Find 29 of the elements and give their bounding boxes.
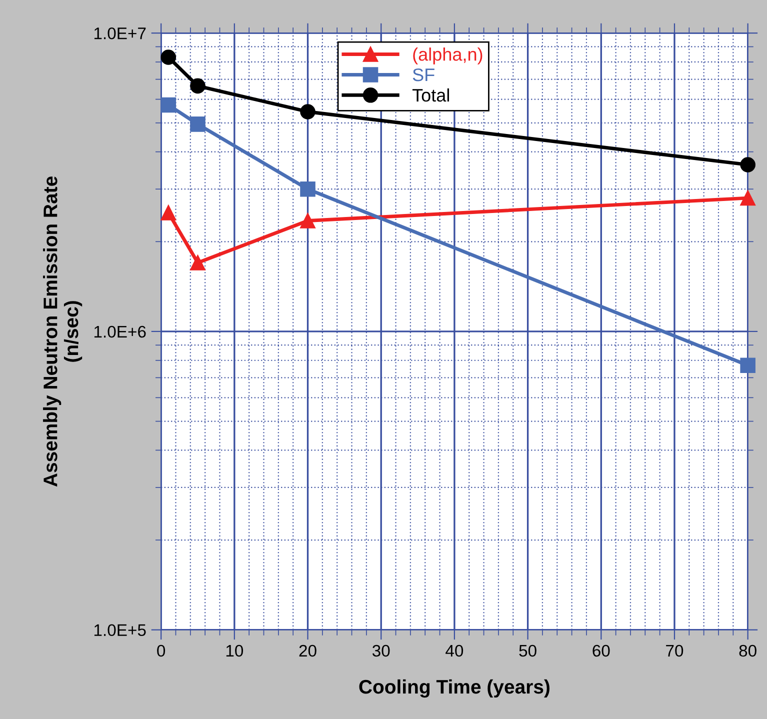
point — [300, 104, 316, 120]
legend-label: Total — [412, 88, 449, 102]
point — [300, 213, 316, 228]
x-tick-label: 70 — [666, 644, 684, 657]
point — [190, 78, 206, 94]
point — [740, 190, 756, 206]
x-tick-label: 50 — [519, 644, 536, 657]
y-tick-label: 1.0E+7 — [94, 27, 146, 40]
x-tick-label: 10 — [226, 644, 244, 657]
x-tick-label: 20 — [299, 644, 316, 657]
y-tick-label: 1.0E+5 — [94, 624, 146, 636]
x-tick-label: 60 — [592, 644, 610, 657]
y-axis-title: Assembly Neutron Emission Rate (n/sec) — [43, 176, 82, 487]
x-axis-title: Cooling Time (years) — [359, 679, 550, 698]
y-tick-label: 1.0E+6 — [94, 326, 146, 338]
point — [740, 157, 756, 172]
point — [160, 50, 176, 65]
legend-label: (alpha,n) — [413, 48, 482, 64]
point — [740, 358, 756, 373]
point — [190, 116, 206, 132]
x-tick-label: 30 — [372, 644, 390, 657]
x-tick-label: 80 — [739, 644, 756, 657]
x-tick-label: 40 — [446, 644, 464, 657]
point — [190, 255, 206, 270]
point — [160, 97, 176, 113]
point — [160, 205, 176, 220]
x-tick-label: 0 — [157, 644, 166, 657]
legend-label: SF — [412, 68, 434, 82]
point — [300, 181, 316, 197]
